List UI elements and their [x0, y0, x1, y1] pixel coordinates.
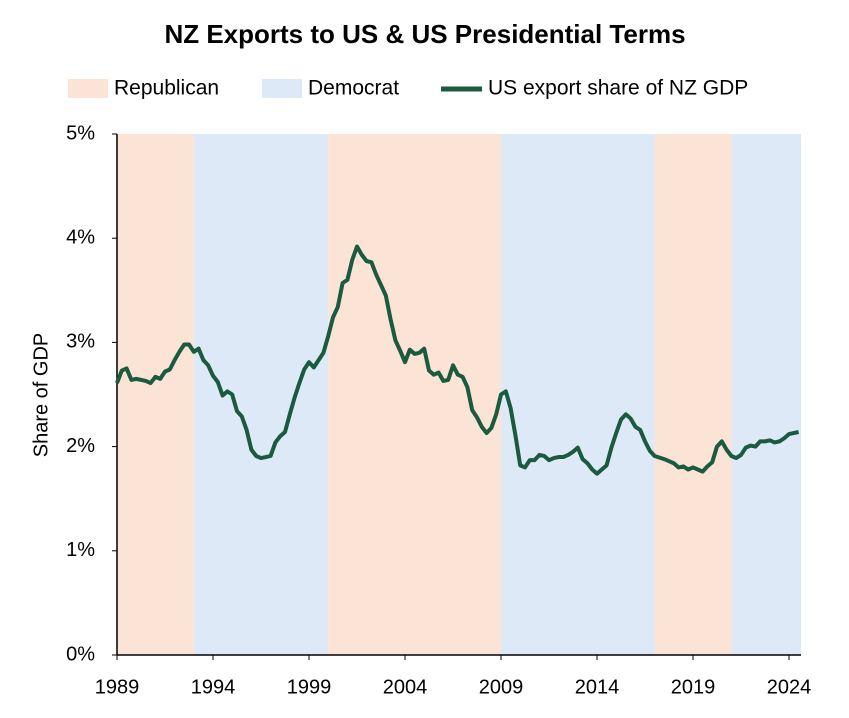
x-tick-label: 2019	[671, 676, 716, 698]
term-span	[328, 134, 501, 655]
x-tick-label: 1994	[191, 676, 236, 698]
y-axis-label: Share of GDP	[30, 333, 52, 458]
data-line	[115, 244, 800, 476]
y-tick-label: 1%	[66, 539, 95, 561]
y-tick-label: 5%	[66, 122, 95, 144]
shading-layer	[117, 134, 801, 655]
legend-label: US export share of NZ GDP	[488, 77, 748, 100]
x-tick-label: 2014	[575, 676, 620, 698]
term-span	[731, 134, 801, 655]
x-tick-label: 1989	[95, 676, 140, 698]
axes-layer: 0% 1% 2% 3% 4% 5% 1989 1994 1999 2004 2009 2014 2019…	[66, 122, 811, 698]
chart-title: NZ Exports to US & US Presidential Terms	[164, 19, 685, 49]
x-tick-label: 1999	[287, 676, 332, 698]
x-tick-label: 2004	[383, 676, 428, 698]
y-tick-label: 3%	[66, 331, 95, 353]
term-span	[654, 134, 732, 655]
legend-label: Republican	[114, 77, 219, 100]
y-tick-label: 0%	[66, 643, 95, 665]
x-tick-label: 2024	[767, 676, 812, 698]
legend-swatch	[68, 79, 108, 98]
y-tick-label: 4%	[66, 226, 95, 248]
term-span	[117, 134, 194, 655]
term-span	[501, 134, 655, 655]
y-tick-label: 2%	[66, 435, 95, 457]
term-span	[193, 134, 329, 655]
legend-label: Democrat	[308, 77, 399, 100]
legend-swatch	[262, 79, 302, 98]
x-tick-label: 2009	[479, 676, 524, 698]
